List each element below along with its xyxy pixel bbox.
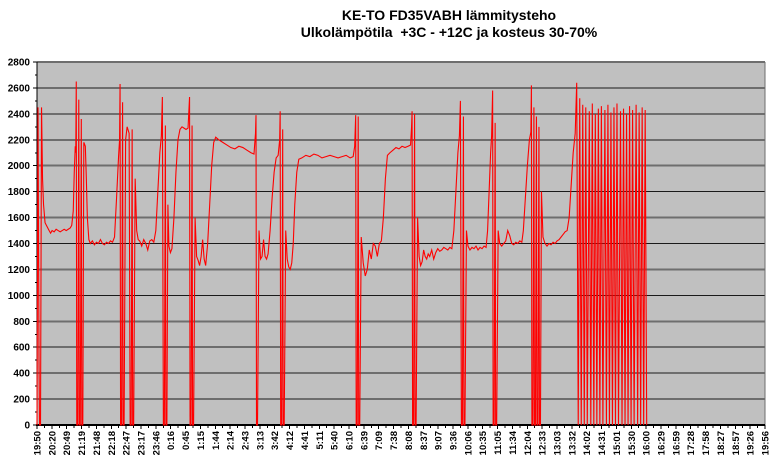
x-tick-label-17:58: 17:58 — [701, 431, 712, 455]
x-tick-label-22:18: 22:18 — [107, 431, 118, 455]
x-tick-label-18:27: 18:27 — [716, 431, 727, 455]
x-tick-label-9:07: 9:07 — [434, 431, 445, 450]
y-tick-label-1600: 1600 — [8, 213, 31, 224]
x-tick-label-15:30: 15:30 — [627, 431, 638, 455]
x-tick-label-22:47: 22:47 — [122, 431, 133, 455]
y-tick-label-1000: 1000 — [8, 291, 31, 302]
x-tick-label-11:34: 11:34 — [508, 430, 519, 454]
x-tick-label-5:11: 5:11 — [315, 430, 326, 449]
x-tick-label-16:29: 16:29 — [657, 431, 668, 455]
y-tick-label-0: 0 — [24, 421, 30, 432]
x-tick-label-1:15: 1:15 — [196, 430, 207, 450]
y-tick-label-800: 800 — [13, 317, 30, 328]
y-tick-label-2000: 2000 — [8, 161, 31, 172]
x-tick-label-8:37: 8:37 — [419, 431, 430, 450]
y-tick-label-1200: 1200 — [8, 265, 31, 276]
x-tick-label-14:31: 14:31 — [597, 430, 608, 455]
x-tick-label-16:59: 16:59 — [671, 431, 682, 455]
series-line-0 — [36, 81, 648, 426]
x-tick-label-4:12: 4:12 — [285, 431, 296, 450]
x-tick-label-20:20: 20:20 — [47, 431, 58, 455]
x-tick-label-18:57: 18:57 — [731, 431, 742, 455]
y-tick-label-200: 200 — [13, 395, 30, 406]
x-tick-label-6:39: 6:39 — [359, 431, 370, 450]
x-tick-label-11:05: 11:05 — [493, 430, 504, 454]
x-tick-label-10:35: 10:35 — [478, 430, 489, 455]
x-tick-label-6:10: 6:10 — [345, 431, 356, 450]
y-tick-label-2200: 2200 — [8, 135, 31, 146]
x-tick-label-10:06: 10:06 — [463, 431, 474, 455]
x-tick-label-12:04: 12:04 — [523, 430, 534, 455]
x-tick-label-23:17: 23:17 — [137, 431, 148, 455]
x-tick-label-23:46: 23:46 — [151, 431, 162, 455]
x-tick-label-3:42: 3:42 — [270, 431, 281, 450]
x-tick-label-7:09: 7:09 — [374, 431, 385, 450]
x-tick-label-9:36: 9:36 — [449, 431, 460, 450]
y-tick-label-2600: 2600 — [8, 83, 31, 94]
x-tick-label-21:48: 21:48 — [92, 431, 103, 455]
x-tick-label-15:01: 15:01 — [612, 430, 623, 455]
x-tick-label-8:08: 8:08 — [404, 431, 415, 450]
y-tick-label-2800: 2800 — [8, 58, 31, 69]
x-tick-label-16:00: 16:00 — [642, 431, 653, 455]
x-tick-label-17:28: 17:28 — [686, 431, 697, 455]
chart-subtitle: Ulkolämpötila +3C - +12C ja kosteus 30-7… — [300, 24, 598, 40]
x-tick-label-0:16: 0:16 — [166, 431, 177, 450]
y-tick-label-1400: 1400 — [8, 239, 31, 250]
x-tick-label-21:19: 21:19 — [77, 431, 88, 455]
y-tick-label-400: 400 — [13, 369, 30, 380]
y-tick-label-2400: 2400 — [8, 109, 31, 120]
x-tick-label-13:03: 13:03 — [553, 431, 564, 455]
x-tick-label-20:49: 20:49 — [62, 431, 73, 455]
x-tick-label-4:41: 4:41 — [300, 430, 311, 450]
y-tick-label-600: 600 — [13, 343, 30, 354]
x-tick-label-0:45: 0:45 — [181, 430, 192, 450]
x-tick-label-2:14: 2:14 — [226, 430, 237, 450]
x-tick-label-19:56: 19:56 — [761, 431, 772, 455]
x-tick-label-2:43: 2:43 — [241, 431, 252, 450]
x-tick-label-12:33: 12:33 — [538, 431, 549, 455]
y-tick-label-1800: 1800 — [8, 187, 31, 198]
x-tick-label-7:38: 7:38 — [389, 431, 400, 450]
chart-title: KE-TO FD35VABH lämmitysteho — [341, 7, 557, 23]
x-tick-label-19:50: 19:50 — [33, 431, 44, 455]
x-tick-label-5:40: 5:40 — [330, 431, 341, 450]
x-tick-label-14:02: 14:02 — [582, 431, 593, 455]
chart-title-block: KE-TO FD35VABH lämmitysteho Ulkolämpötil… — [126, 7, 772, 41]
x-tick-label-19:26: 19:26 — [746, 431, 757, 455]
x-tick-label-1:44: 1:44 — [211, 430, 222, 450]
x-tick-label-13:32: 13:32 — [567, 431, 578, 455]
x-tick-label-3:13: 3:13 — [255, 431, 266, 450]
